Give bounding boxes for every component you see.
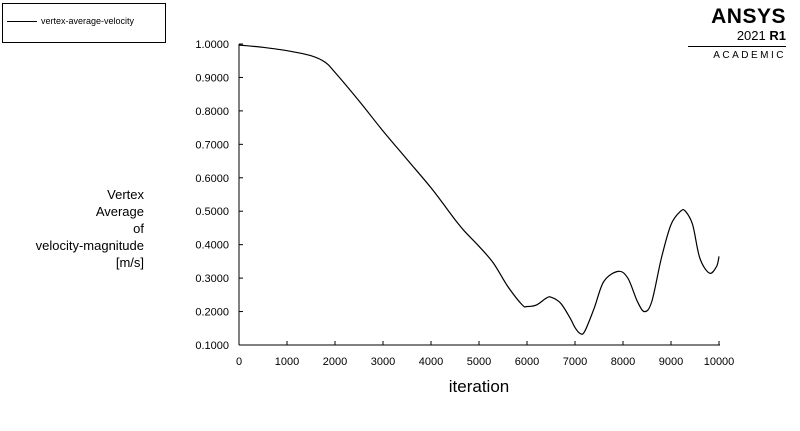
logo-version: 2021 R1	[676, 29, 786, 43]
y-tick-label: 0.2000	[195, 307, 229, 319]
x-tick-label: 1000	[275, 356, 299, 368]
x-tick-label: 3000	[371, 356, 395, 368]
logo-year: 2021	[736, 28, 766, 43]
y-tick-label: 0.6000	[195, 173, 229, 185]
x-axis-label: iteration	[449, 377, 509, 396]
y-tick-label: 0.7000	[195, 139, 229, 151]
y-tick-label: 1.0000	[195, 39, 229, 51]
y-ticks: 1.0000 0.9000 0.8000 0.7000 0.6000 0.5000 0.40…	[195, 39, 243, 352]
x-tick-label: 8000	[611, 356, 635, 368]
logo-release: R1	[769, 28, 786, 43]
y-tick-label: 0.9000	[195, 72, 229, 84]
y-axis-label-line: [m/s]	[115, 255, 144, 270]
y-axis-label-line: of	[133, 221, 144, 236]
logo-divider	[688, 46, 786, 47]
y-tick-label: 0.3000	[195, 273, 229, 285]
y-axis-label: Vertex Average of velocity-magnitude [m/…	[4, 186, 144, 271]
y-tick-label: 0.8000	[195, 106, 229, 118]
legend-label: vertex-average-velocity	[41, 16, 135, 26]
y-axis-label-line: Average	[95, 204, 144, 219]
x-tick-label: 0	[236, 356, 242, 368]
x-tick-label: 10000	[704, 356, 735, 368]
logo-brand: ANSYS	[711, 5, 786, 28]
x-tick-label: 9000	[659, 356, 683, 368]
x-tick-label: 5000	[467, 356, 491, 368]
y-axis-label-line: velocity-magnitude	[35, 238, 144, 253]
legend: vertex-average-velocity	[2, 3, 166, 43]
x-tick-label: 4000	[419, 356, 443, 368]
legend-line-swatch	[7, 21, 37, 22]
ansys-logo: ANSYS 2021 R1 ACADEMIC	[676, 6, 786, 61]
y-tick-label: 0.4000	[195, 240, 229, 252]
x-tick-label: 7000	[563, 356, 587, 368]
y-axis-label-line: Vertex	[107, 187, 144, 202]
x-tick-label: 6000	[515, 356, 539, 368]
y-tick-label: 0.5000	[195, 206, 229, 218]
y-tick-label: 0.1000	[195, 340, 229, 352]
series-line-vertex-average-velocity	[238, 44, 720, 335]
logo-edition: ACADEMIC	[713, 50, 786, 61]
x-tick-label: 2000	[323, 356, 347, 368]
x-ticks: 0 1000 2000 3000 4000 5000 6000 7000 8000 9000 100…	[236, 341, 734, 368]
